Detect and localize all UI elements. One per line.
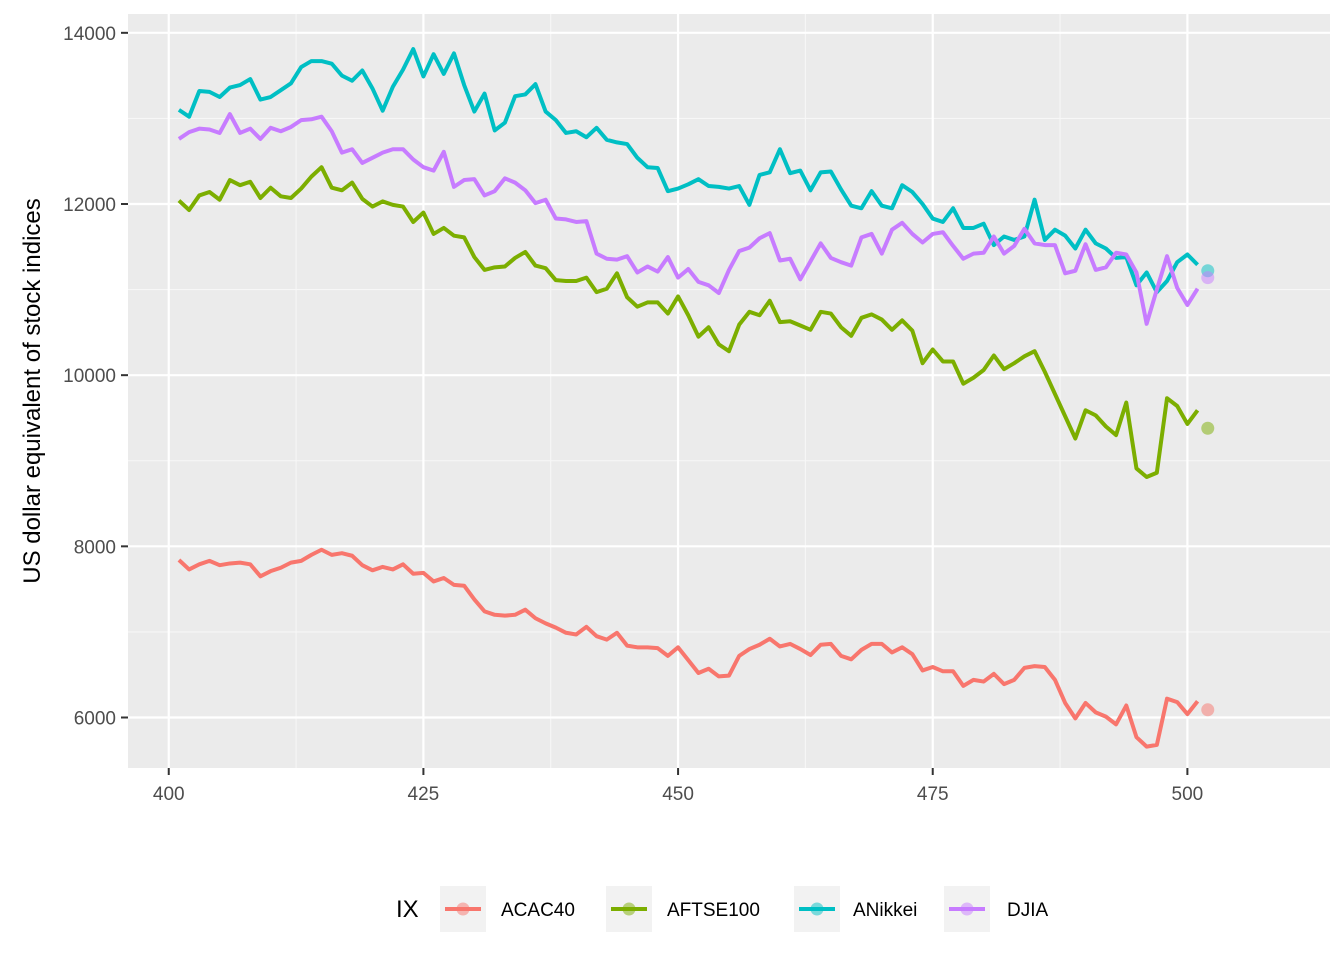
series-line-anikkei [177, 47, 1199, 295]
forecast-point-aftse100 [1201, 421, 1215, 435]
y-axis-label: US dollar equivalent of stock indices [19, 198, 46, 584]
x-tick-label: 475 [917, 784, 949, 805]
legend-point-acac40 [456, 902, 470, 916]
forecast-point-acac40 [1201, 703, 1215, 717]
legend-title: IX [396, 896, 419, 923]
y-axis: 6000 8000 10000 12000 14000 [63, 24, 128, 730]
series-line-djia [177, 112, 1200, 326]
legend-point-djia [960, 902, 974, 916]
legend: IX ACAC40 AFTSE100 ANikkei DJIA [396, 886, 1049, 932]
x-tick-label: 400 [153, 784, 185, 805]
legend-label-djia: DJIA [1007, 900, 1049, 921]
legend-label-aftse100: AFTSE100 [667, 900, 760, 921]
y-tick-label: 6000 [74, 709, 116, 730]
legend-point-anikkei [810, 902, 824, 916]
y-tick-label: 10000 [63, 366, 116, 387]
x-tick-label: 425 [408, 784, 440, 805]
legend-point-aftse100 [622, 902, 636, 916]
legend-label-anikkei: ANikkei [853, 900, 917, 921]
series-line-acac40 [177, 547, 1200, 749]
legend-label-acac40: ACAC40 [501, 900, 575, 921]
forecast-point-djia [1201, 271, 1215, 285]
x-tick-label: 500 [1172, 784, 1204, 805]
y-tick-label: 12000 [63, 195, 116, 216]
y-tick-label: 14000 [63, 24, 116, 45]
series-line-aftse100 [177, 165, 1200, 480]
x-axis: 400 425 450 475 500 [153, 768, 1203, 805]
x-tick-label: 450 [662, 784, 694, 805]
series-layer [177, 47, 1200, 749]
minor-gridlines [128, 14, 1330, 768]
plot-panel [128, 14, 1330, 768]
forecast-points [1201, 264, 1215, 717]
y-tick-label: 8000 [74, 537, 116, 558]
